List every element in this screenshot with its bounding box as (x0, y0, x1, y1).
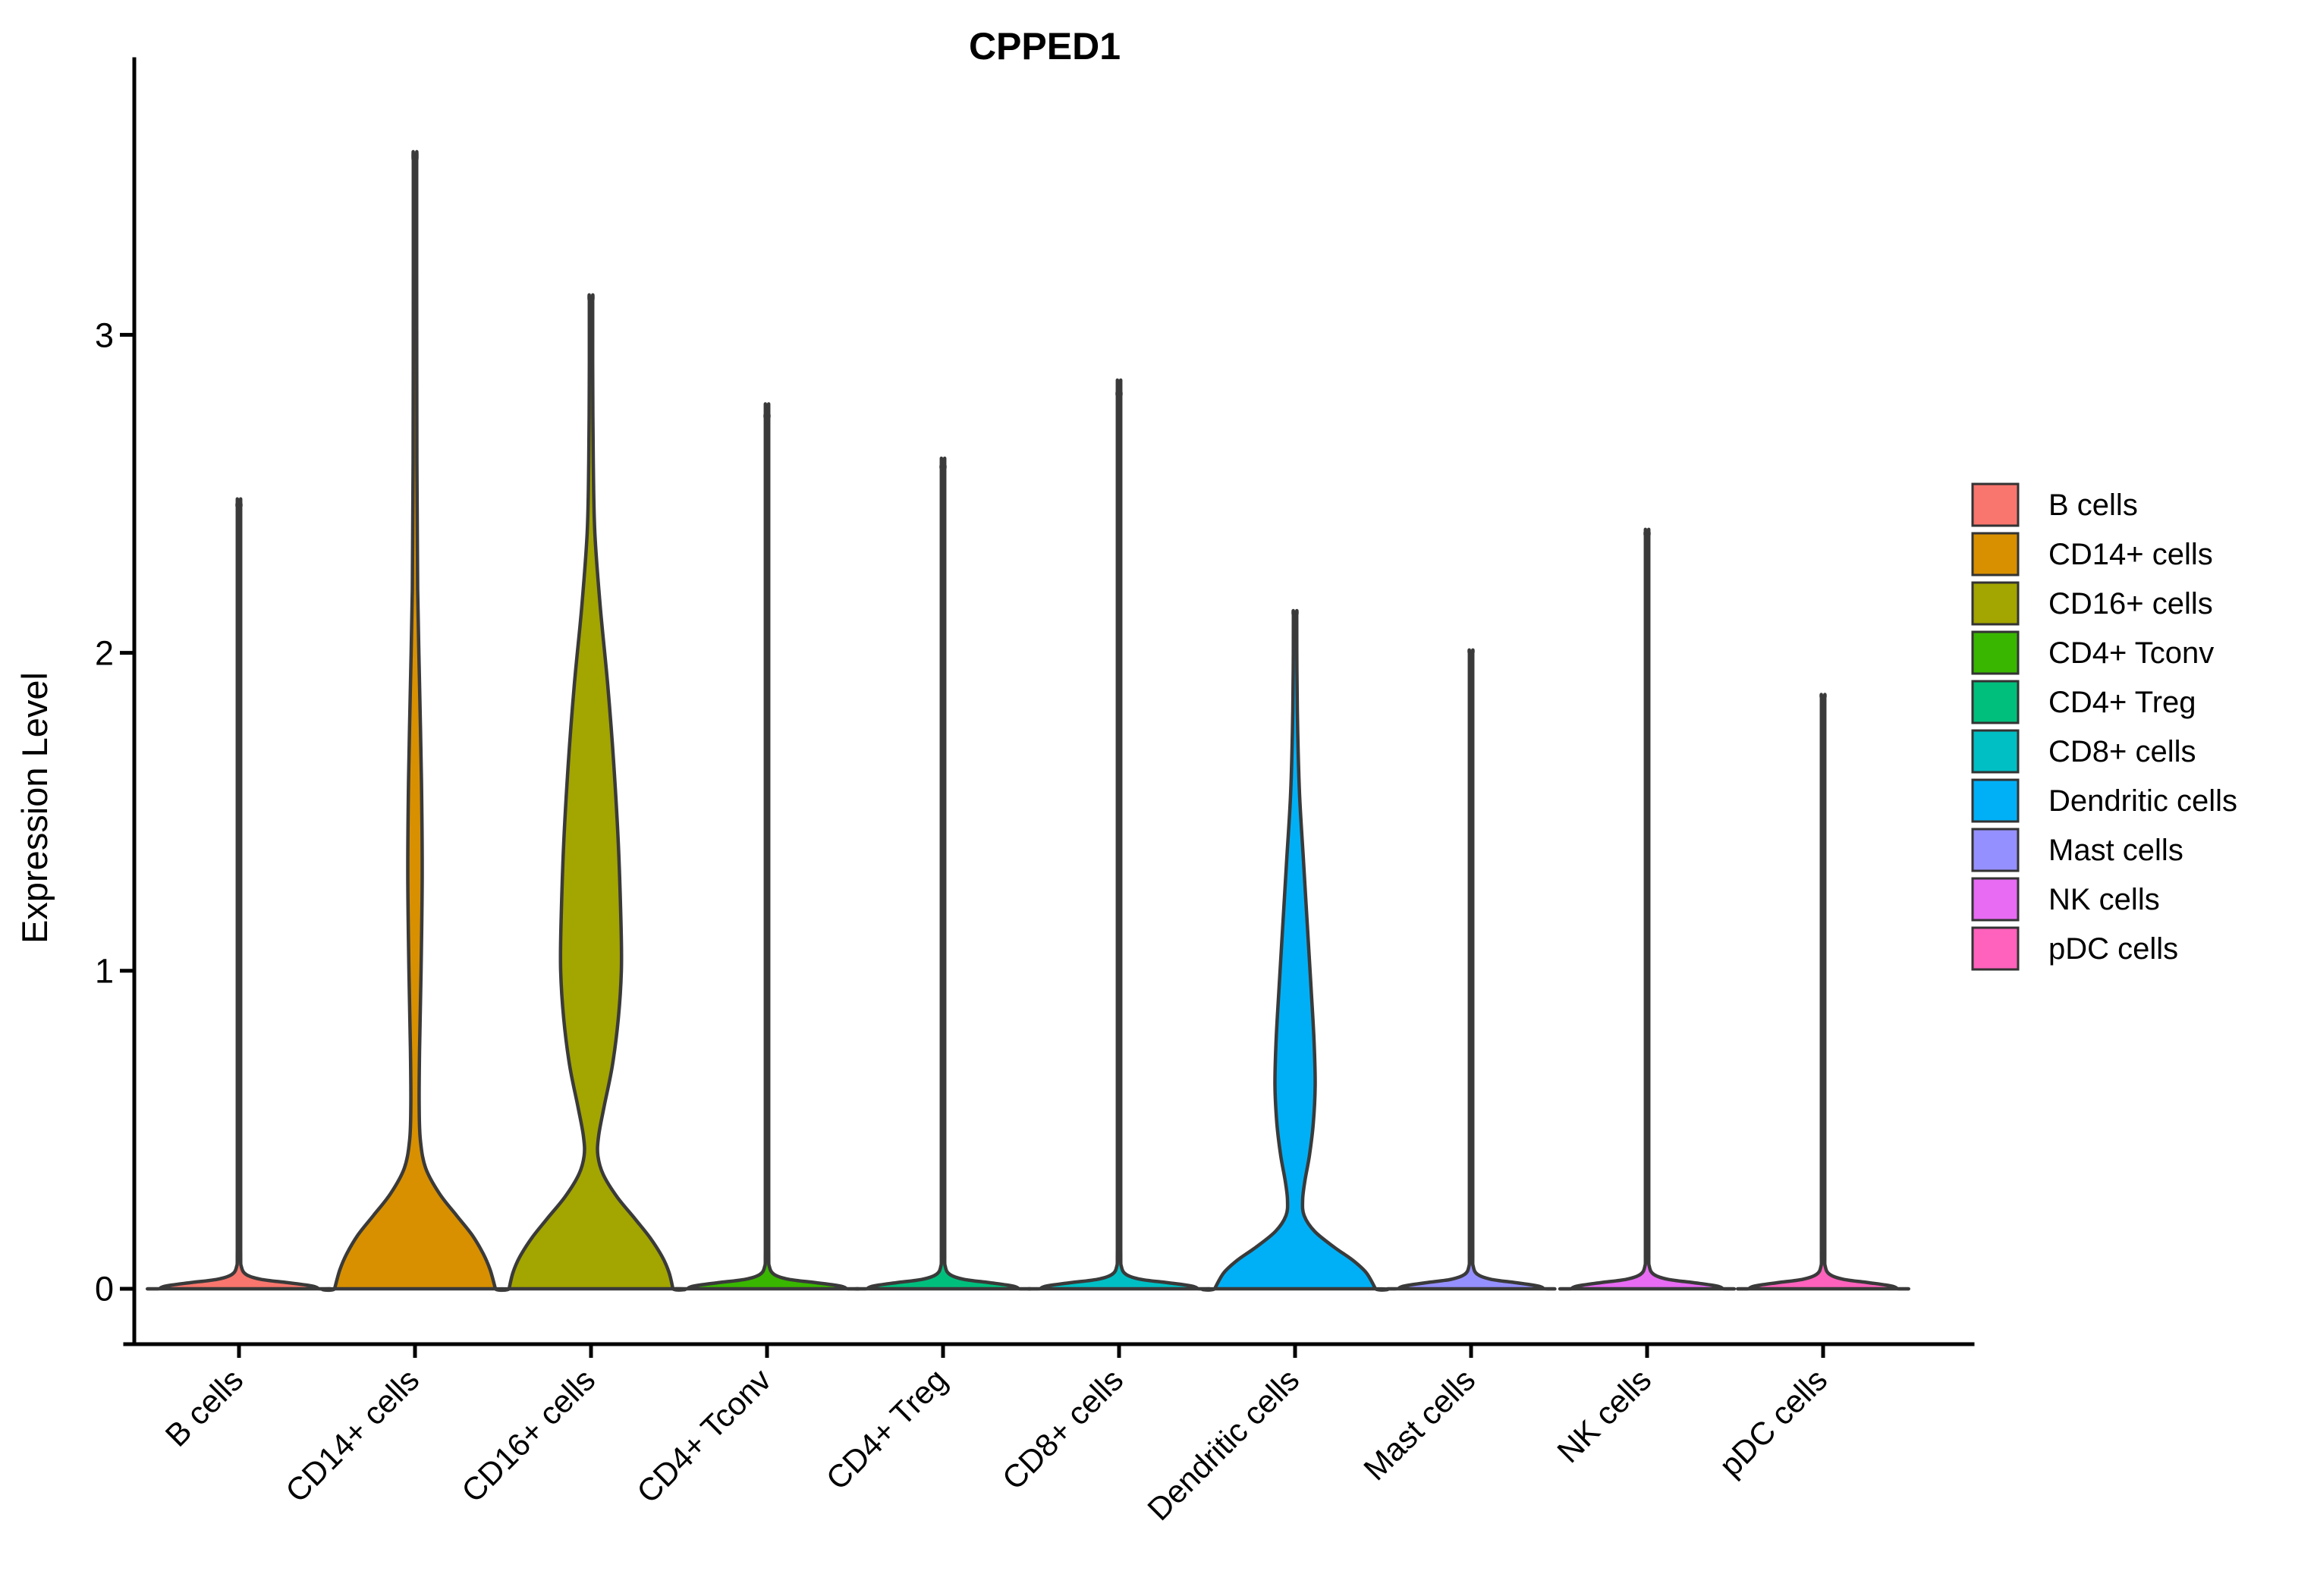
violin-nk-cells (1558, 527, 1737, 1291)
legend-label-pdc-cells: pDC cells (2048, 932, 2178, 966)
legend-label-cd14-cells: CD14+ cells (2048, 538, 2213, 571)
y-tick-label-3: 3 (95, 316, 114, 355)
x-label-cd4-tconv: CD4+ Tconv (630, 1362, 778, 1510)
legend-label-nk-cells: NK cells (2048, 883, 2160, 916)
violin-cd14-cells (320, 149, 510, 1293)
violin-pdc-cells (1736, 693, 1910, 1291)
legend-label-cd4-treg: CD4+ Treg (2048, 686, 2196, 719)
legend-item-cd8-cells: CD8+ cells (1971, 729, 2196, 774)
x-label-cd16-cells: CD16+ cells (454, 1362, 602, 1509)
legend-item-b-cells: B cells (1971, 482, 2138, 527)
legend-label-cd16-cells: CD16+ cells (2048, 587, 2213, 620)
violin-dendritic-cells (1200, 608, 1390, 1292)
x-axis-category-labels: B cells CD14+ cells CD16+ cells CD4+ Tco… (159, 1362, 1834, 1527)
violin-cd4-treg (854, 457, 1033, 1291)
x-label-mast-cells: Mast cells (1357, 1362, 1482, 1487)
legend-swatch-mast-cells (1971, 828, 2020, 872)
legend-swatch-cd14-cells (1971, 532, 2020, 577)
x-label-pdc-cells: pDC cells (1712, 1362, 1834, 1483)
violin-mast-cells (1385, 648, 1557, 1291)
legend-item-cd4-treg: CD4+ Treg (1971, 680, 2196, 724)
legend-swatch-b-cells (1971, 482, 2020, 527)
legend-swatch-cd4-tconv (1971, 630, 2020, 675)
x-label-nk-cells: NK cells (1550, 1362, 1658, 1469)
y-tick-label-1: 1 (95, 952, 114, 991)
legend-label-mast-cells: Mast cells (2048, 834, 2183, 867)
legend: B cells CD14+ cells CD16+ cells CD4+ Tco… (1971, 482, 2237, 971)
x-label-cd4-treg: CD4+ Treg (819, 1362, 954, 1497)
y-tick-label-0: 0 (95, 1270, 114, 1309)
y-tick-label-2: 2 (95, 634, 114, 673)
legend-label-cd4-tconv: CD4+ Tconv (2048, 636, 2214, 670)
legend-item-mast-cells: Mast cells (1971, 828, 2183, 872)
legend-item-cd14-cells: CD14+ cells (1971, 532, 2213, 577)
legend-label-dendritic-cells: Dendritic cells (2048, 784, 2237, 818)
violin-cd4-tconv (674, 402, 860, 1291)
legend-label-b-cells: B cells (2048, 489, 2138, 522)
legend-swatch-dendritic-cells (1971, 778, 2020, 823)
violin-cd8-cells (1026, 379, 1212, 1291)
x-label-cd8-cells: CD8+ cells (995, 1362, 1130, 1497)
legend-item-dendritic-cells: Dendritic cells (1971, 778, 2237, 823)
y-axis-title: Expression Level (14, 672, 55, 944)
plot-title: CPPED1 (969, 25, 1121, 68)
legend-swatch-cd16-cells (1971, 581, 2020, 626)
violins-group (146, 149, 1910, 1293)
legend-item-pdc-cells: pDC cells (1971, 926, 2178, 971)
legend-item-cd4-tconv: CD4+ Tconv (1971, 630, 2214, 675)
x-label-cd14-cells: CD14+ cells (278, 1362, 426, 1509)
violin-b-cells (146, 497, 332, 1291)
x-label-dendritic-cells: Dendritic cells (1140, 1362, 1306, 1527)
y-axis-tick-labels: 0 1 2 3 (95, 316, 114, 1309)
legend-swatch-pdc-cells (1971, 926, 2020, 971)
legend-swatch-cd4-treg (1971, 680, 2020, 724)
legend-item-nk-cells: NK cells (1971, 877, 2160, 922)
legend-label-cd8-cells: CD8+ cells (2048, 735, 2196, 768)
legend-swatch-nk-cells (1971, 877, 2020, 922)
legend-item-cd16-cells: CD16+ cells (1971, 581, 2213, 626)
tick-marks (120, 332, 1825, 1358)
x-label-b-cells: B cells (159, 1362, 250, 1453)
legend-swatch-cd8-cells (1971, 729, 2020, 774)
violin-cd16-cells (495, 293, 687, 1292)
